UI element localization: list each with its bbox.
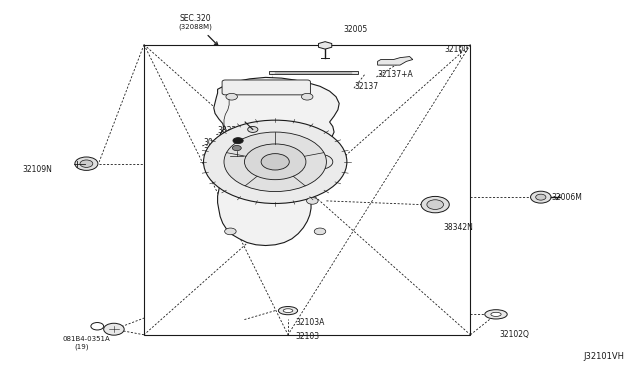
Text: 32137+A: 32137+A xyxy=(378,70,413,79)
Ellipse shape xyxy=(491,312,501,316)
Text: 32109N: 32109N xyxy=(22,165,52,174)
Polygon shape xyxy=(214,77,339,246)
Text: 38322N: 38322N xyxy=(218,126,247,135)
Circle shape xyxy=(261,154,289,170)
Circle shape xyxy=(421,196,449,213)
Circle shape xyxy=(224,132,326,192)
Text: 32103: 32103 xyxy=(296,332,320,341)
Ellipse shape xyxy=(283,309,293,312)
Circle shape xyxy=(307,154,333,169)
Text: 30401GA: 30401GA xyxy=(204,147,239,156)
Circle shape xyxy=(314,228,326,235)
Circle shape xyxy=(91,323,104,330)
Circle shape xyxy=(531,191,551,203)
Circle shape xyxy=(307,198,318,204)
FancyBboxPatch shape xyxy=(222,80,310,95)
Text: 32100: 32100 xyxy=(445,45,469,54)
Circle shape xyxy=(232,145,241,151)
Bar xyxy=(144,45,470,335)
Text: 32102Q: 32102Q xyxy=(499,330,529,339)
Circle shape xyxy=(233,138,243,144)
Text: (32088M): (32088M) xyxy=(179,23,212,30)
Circle shape xyxy=(244,144,306,180)
Text: B: B xyxy=(95,324,99,329)
Circle shape xyxy=(75,157,98,170)
Text: 32137: 32137 xyxy=(355,82,379,91)
Circle shape xyxy=(104,323,124,335)
Polygon shape xyxy=(378,57,413,65)
Ellipse shape xyxy=(485,310,508,319)
Polygon shape xyxy=(319,42,332,49)
Text: 32005: 32005 xyxy=(343,25,367,34)
Circle shape xyxy=(204,120,347,203)
Text: (19): (19) xyxy=(74,343,89,350)
Text: SEC.320: SEC.320 xyxy=(179,14,211,23)
Text: 32006M: 32006M xyxy=(552,193,582,202)
Text: 30401G: 30401G xyxy=(204,138,234,147)
Polygon shape xyxy=(269,71,358,74)
Circle shape xyxy=(301,93,313,100)
Text: 081B4-0351A: 081B4-0351A xyxy=(63,336,111,341)
Circle shape xyxy=(80,160,93,167)
Circle shape xyxy=(536,194,546,200)
Circle shape xyxy=(427,200,444,209)
Circle shape xyxy=(248,126,258,132)
Circle shape xyxy=(225,228,236,235)
Text: 32006G: 32006G xyxy=(276,86,307,94)
Ellipse shape xyxy=(278,307,298,315)
Text: 32103A: 32103A xyxy=(296,318,325,327)
Circle shape xyxy=(226,93,237,100)
Text: J32101VH: J32101VH xyxy=(583,352,624,361)
Text: 38342N: 38342N xyxy=(444,223,474,232)
